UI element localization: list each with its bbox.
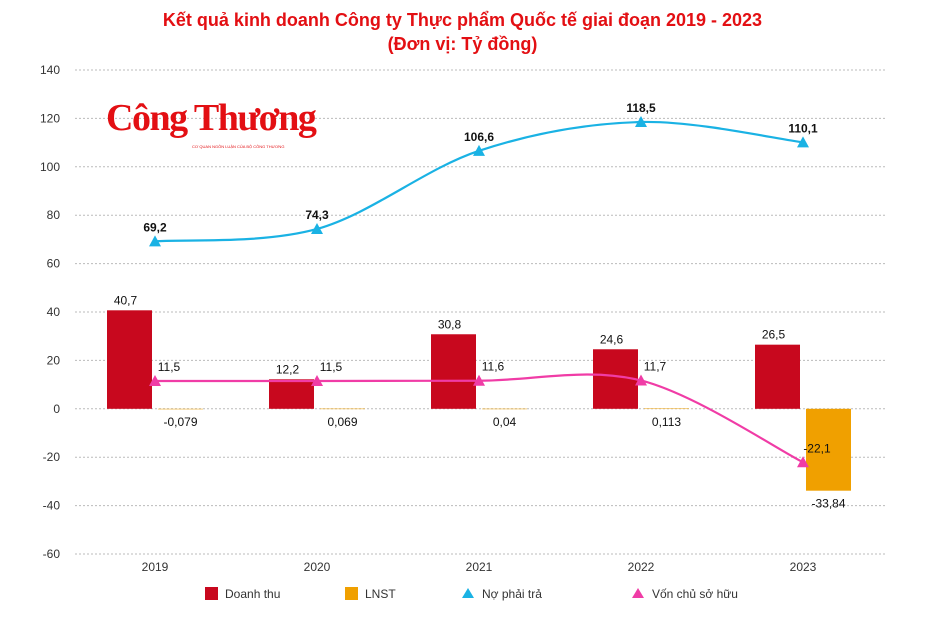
y-tick-label: 100 (40, 160, 60, 174)
line-von-chu-so-huu (154, 373, 804, 464)
x-tick-label: 2022 (628, 560, 655, 574)
y-tick-label: 140 (40, 63, 60, 77)
y-tick-label: 40 (47, 305, 61, 319)
bar-lnst (482, 408, 527, 410)
data-label-von-chu-so-huu: 11,7 (644, 359, 667, 373)
bar-doanh-thu (755, 344, 800, 409)
data-label-lnst: -33,84 (811, 497, 845, 511)
legend-label: Doanh thu (225, 587, 280, 601)
data-label-doanh-thu: 24,6 (600, 332, 624, 346)
y-tick-label: 80 (47, 208, 61, 222)
marker-von-chu-so-huu (473, 374, 485, 386)
data-label-lnst: 0,04 (493, 415, 517, 429)
logo: Công Thương CƠ QUAN NGÔN LUẬN CỦA BỘ CÔN… (106, 97, 318, 149)
x-tick-label: 2020 (304, 560, 331, 574)
y-tick-label: -40 (43, 499, 61, 513)
data-label-no-phai-tra: 118,5 (626, 101, 656, 115)
bar-lnst (158, 408, 203, 410)
marker-no-phai-tra (797, 136, 809, 148)
data-label-doanh-thu: 26,5 (762, 328, 786, 342)
marker-no-phai-tra (311, 222, 323, 234)
x-tick-label: 2021 (466, 560, 493, 574)
bar-lnst (806, 408, 851, 491)
data-label-von-chu-so-huu: -22,1 (803, 441, 831, 455)
legend-label: LNST (365, 587, 396, 601)
logo-tagline: CƠ QUAN NGÔN LUẬN CỦA BỘ CÔNG THƯƠNG (192, 144, 284, 149)
y-tick-label: -60 (43, 547, 61, 561)
y-tick-label: 20 (47, 353, 61, 367)
data-label-lnst: 0,069 (327, 415, 357, 429)
data-label-no-phai-tra: 106,6 (464, 130, 494, 144)
marker-von-chu-so-huu (311, 374, 323, 386)
marker-no-phai-tra (473, 144, 485, 156)
marker-von-chu-so-huu (635, 374, 647, 386)
chart-title: Kết quả kinh doanh Công ty Thực phẩm Quố… (0, 8, 925, 56)
legend-marker-icon (462, 588, 474, 598)
chart-title-main: Kết quả kinh doanh Công ty Thực phẩm Quố… (162, 10, 763, 30)
data-label-von-chu-so-huu: 11,5 (158, 360, 181, 374)
marker-von-chu-so-huu (797, 456, 809, 468)
bar-doanh-thu (269, 379, 314, 409)
data-label-no-phai-tra: 110,1 (788, 121, 818, 135)
marker-no-phai-tra (635, 116, 647, 128)
data-label-no-phai-tra: 69,2 (143, 220, 167, 234)
data-label-von-chu-so-huu: 11,5 (320, 360, 343, 374)
x-tick-label: 2023 (790, 560, 817, 574)
data-label-lnst: 0,113 (652, 415, 681, 429)
data-label-no-phai-tra: 74,3 (305, 208, 329, 222)
y-tick-label: -20 (43, 450, 61, 464)
data-label-doanh-thu: 30,8 (438, 317, 462, 331)
y-tick-label: 120 (40, 111, 60, 125)
marker-no-phai-tra (149, 235, 161, 247)
logo-text: Công Thương (106, 97, 317, 139)
bar-doanh-thu (431, 334, 476, 409)
data-label-von-chu-so-huu: 11,6 (482, 360, 505, 374)
bar-doanh-thu (107, 310, 152, 409)
legend-marker-icon (632, 588, 644, 598)
y-tick-label: 60 (47, 257, 61, 271)
bar-lnst (320, 408, 365, 410)
y-tick-label: 0 (53, 402, 60, 416)
chart-subtitle: (Đơn vị: Tỷ đồng) (387, 34, 538, 54)
data-label-doanh-thu: 12,2 (276, 362, 300, 376)
legend-label: Vốn chủ sở hữu (652, 587, 738, 601)
legend-swatch (345, 587, 358, 600)
marker-von-chu-so-huu (149, 374, 161, 386)
legend-label: Nợ phải trả (482, 587, 542, 601)
bar-lnst (644, 408, 689, 410)
x-tick-label: 2019 (142, 560, 169, 574)
legend-swatch (205, 587, 218, 600)
data-label-lnst: -0,079 (163, 415, 197, 429)
data-label-doanh-thu: 40,7 (114, 293, 138, 307)
